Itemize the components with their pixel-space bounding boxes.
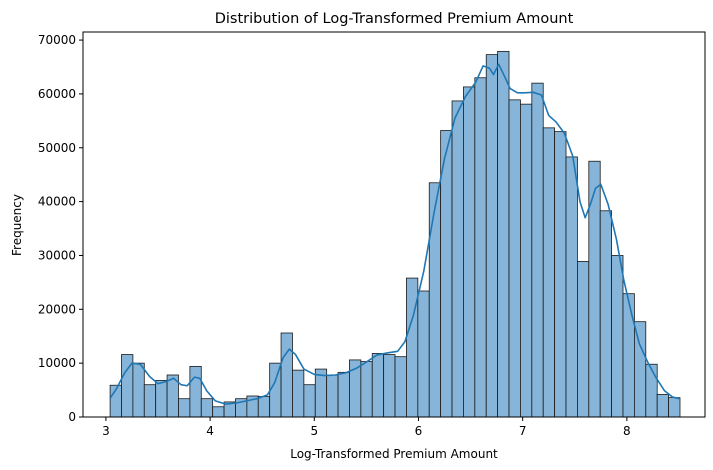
histogram-bar — [645, 363, 658, 418]
y-tick-label: 20000 — [38, 302, 76, 316]
x-tick-label: 6 — [415, 424, 423, 438]
histogram-bar — [588, 160, 601, 418]
histogram-bar — [497, 50, 510, 418]
histogram-bar — [531, 82, 544, 418]
histogram-bar — [406, 277, 419, 418]
y-axis: 0 10000 20000 30000 40000 50000 60000 70000 — [38, 33, 83, 424]
x-tick-label: 4 — [206, 424, 214, 438]
kde-group — [109, 63, 680, 405]
x-tick-label: 7 — [519, 424, 527, 438]
histogram-bar — [326, 374, 339, 418]
histogram-bar — [337, 371, 350, 418]
kde-line — [109, 63, 680, 405]
histogram-bar — [599, 210, 613, 418]
histogram-bar — [656, 393, 670, 418]
x-tick-label: 5 — [310, 424, 318, 438]
histogram-bar — [155, 379, 168, 418]
y-tick-label: 40000 — [38, 195, 76, 209]
histogram-bar — [383, 354, 396, 418]
histogram-bar — [554, 131, 567, 418]
histogram-bar — [200, 398, 214, 418]
histogram-bar — [508, 99, 521, 418]
x-axis: 3 4 5 6 7 8 — [102, 417, 631, 438]
y-tick-label: 30000 — [38, 248, 76, 262]
histogram-bar — [668, 397, 681, 418]
histogram-bar — [132, 362, 145, 418]
histogram-bar — [371, 353, 385, 418]
histogram-bar — [634, 321, 647, 418]
histogram-bar — [303, 384, 316, 418]
histogram-bar — [565, 156, 578, 418]
y-tick-label: 50000 — [38, 141, 76, 155]
histogram-bar — [360, 361, 373, 418]
histogram-bar — [542, 127, 556, 418]
histogram-bar — [474, 77, 487, 418]
histogram-bar — [428, 182, 442, 418]
histogram-bar — [417, 290, 430, 418]
y-tick-label: 60000 — [38, 87, 76, 101]
y-tick-label: 0 — [68, 410, 76, 424]
histogram-bar — [520, 103, 533, 418]
histogram-bar — [257, 396, 271, 418]
histogram-bar — [292, 369, 305, 418]
histogram-bar — [280, 332, 293, 418]
histogram-bar — [178, 398, 191, 418]
x-tick-label: 8 — [623, 424, 631, 438]
x-axis-label: Log-Transformed Premium Amount — [290, 447, 498, 461]
y-tick-label: 70000 — [38, 33, 76, 47]
histogram-bar — [189, 365, 202, 418]
histogram-bar — [212, 406, 225, 418]
histogram-bar — [143, 384, 157, 418]
histogram-bar — [622, 293, 635, 418]
histogram-bar — [463, 86, 476, 418]
histogram-bar — [577, 260, 590, 418]
y-axis-label: Frequency — [10, 194, 24, 256]
histogram-bar — [485, 54, 499, 418]
y-tick-label: 10000 — [38, 356, 76, 370]
histogram-bar — [451, 100, 464, 418]
chart-title: Distribution of Log-Transformed Premium … — [215, 11, 574, 27]
x-tick-label: 3 — [102, 424, 110, 438]
histogram-bar — [394, 356, 407, 418]
histogram-bar — [611, 255, 624, 418]
plot-frame — [82, 31, 706, 418]
